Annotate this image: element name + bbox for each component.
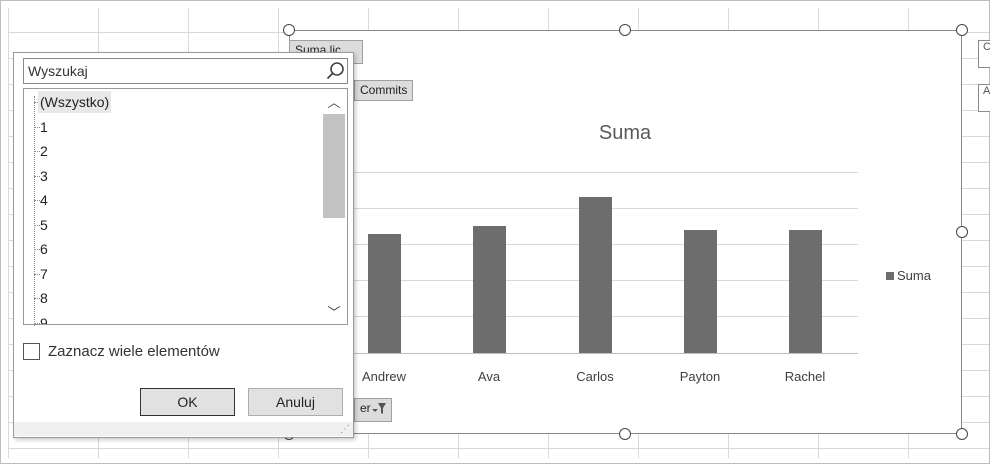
filter-list-item[interactable]: 7 [40, 265, 48, 282]
resize-handle-top-left[interactable] [283, 24, 295, 36]
filter-list-item[interactable]: 8 [40, 290, 48, 306]
bar-carlos[interactable] [579, 197, 612, 353]
bar-payton[interactable] [684, 229, 717, 353]
filter-item-list[interactable] [23, 88, 348, 325]
bar-ava[interactable] [473, 226, 506, 353]
resize-handle-middle-right[interactable] [956, 226, 968, 238]
filter-list-item[interactable]: 6 [40, 241, 48, 257]
x-tick-label: Rachel [784, 369, 826, 384]
legend-label: Suma [897, 268, 931, 283]
chart-legend[interactable]: Suma [886, 268, 931, 283]
tree-connector [34, 298, 40, 299]
filter-list-item[interactable]: 3 [40, 167, 48, 184]
scrollbar-thumb[interactable] [323, 114, 345, 218]
filter-list-item[interactable]: 2 [40, 143, 48, 159]
cancel-button[interactable]: Anuluj [248, 388, 343, 416]
resize-handle-top-center[interactable] [619, 24, 631, 36]
filter-dropdown-icon[interactable] [371, 402, 387, 419]
x-axis-line [340, 353, 858, 354]
tree-connector [34, 151, 40, 152]
popup-footer [14, 422, 353, 436]
tree-connector [34, 102, 40, 103]
search-input[interactable]: Wyszukaj [23, 58, 348, 84]
x-tick-label: Carlos [576, 369, 614, 384]
commits-field-button[interactable]: Commits [354, 80, 414, 101]
filter-list-item[interactable]: 5 [40, 216, 48, 233]
tree-connector [34, 200, 40, 201]
tree-connector [34, 322, 40, 324]
filter-list-item[interactable]: 4 [40, 192, 48, 208]
ok-button[interactable]: OK [140, 388, 235, 416]
scroll-down-icon[interactable]: ﹀ [327, 305, 341, 320]
chart-side-button-1[interactable]: C [978, 40, 990, 68]
x-tick-label: Payton [679, 369, 721, 384]
resize-handle-bottom-center[interactable] [619, 428, 631, 440]
tree-connector [34, 96, 35, 326]
legend-swatch [886, 272, 894, 280]
resize-handle-bottom-right[interactable] [956, 428, 968, 440]
tree-connector [34, 175, 40, 177]
chart-side-button-2[interactable]: A [978, 84, 990, 112]
tree-connector [34, 224, 40, 226]
bar-rachel[interactable] [789, 229, 822, 353]
tree-connector [34, 249, 40, 250]
axis-field-button[interactable]: er [354, 398, 392, 422]
search-icon[interactable] [325, 60, 347, 82]
filter-list-item[interactable]: 1 [40, 118, 48, 135]
filter-list-item[interactable]: 9 [40, 314, 48, 324]
multi-select-label[interactable]: Zaznacz wiele elementów [48, 343, 220, 360]
tree-connector [34, 273, 40, 275]
gridline [340, 172, 858, 173]
multi-select-checkbox[interactable] [23, 343, 40, 360]
x-tick-label: Andrew [361, 369, 407, 384]
resize-grip-icon[interactable]: ⋰ [340, 424, 350, 435]
filter-list-item[interactable]: (Wszystko) [38, 91, 112, 113]
chart-title: Suma [598, 122, 652, 144]
scroll-up-icon[interactable]: ︿ [327, 95, 341, 110]
tree-connector [34, 126, 40, 128]
resize-handle-top-right[interactable] [956, 24, 968, 36]
axis-field-label: er [360, 401, 371, 415]
x-tick-label: Ava [477, 369, 501, 384]
bar-andrew[interactable] [368, 233, 401, 353]
